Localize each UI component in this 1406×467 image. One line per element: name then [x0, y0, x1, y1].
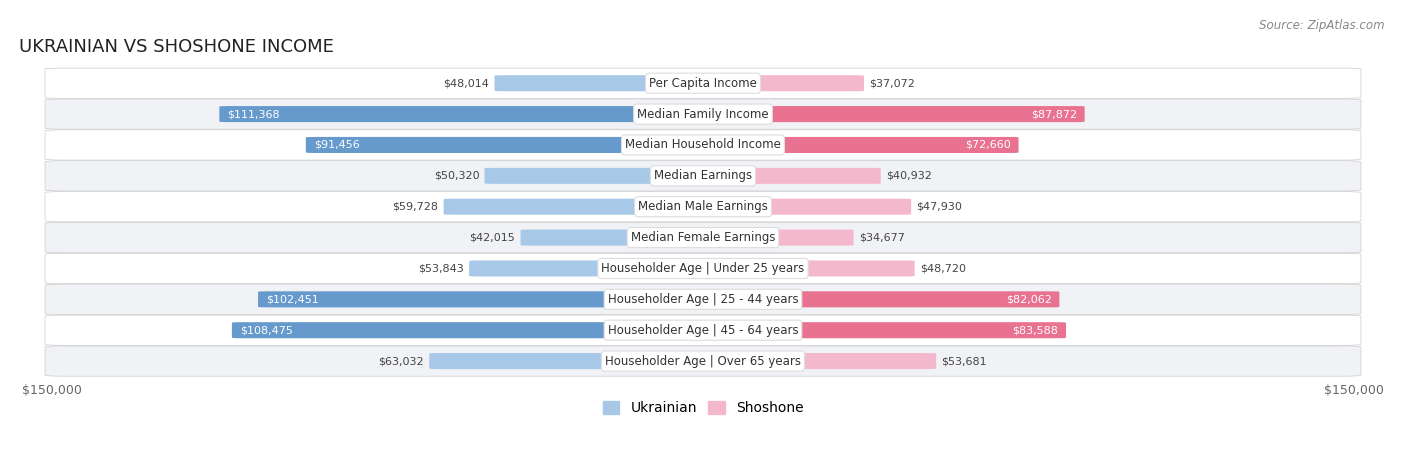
FancyBboxPatch shape — [45, 130, 1361, 160]
Text: $72,660: $72,660 — [965, 140, 1011, 150]
FancyBboxPatch shape — [703, 261, 914, 276]
FancyBboxPatch shape — [485, 168, 703, 184]
Text: Median Household Income: Median Household Income — [626, 139, 780, 151]
FancyBboxPatch shape — [232, 322, 703, 338]
FancyBboxPatch shape — [703, 230, 853, 246]
FancyBboxPatch shape — [703, 353, 936, 369]
FancyBboxPatch shape — [219, 106, 703, 122]
Text: $42,015: $42,015 — [470, 233, 516, 242]
Text: Median Male Earnings: Median Male Earnings — [638, 200, 768, 213]
Text: $53,843: $53,843 — [418, 263, 464, 274]
FancyBboxPatch shape — [703, 198, 911, 215]
FancyBboxPatch shape — [470, 261, 703, 276]
Text: $48,720: $48,720 — [920, 263, 966, 274]
FancyBboxPatch shape — [45, 191, 1361, 222]
FancyBboxPatch shape — [259, 291, 703, 307]
Text: $111,368: $111,368 — [228, 109, 280, 119]
Text: $82,062: $82,062 — [1005, 294, 1052, 304]
Text: Householder Age | 25 - 44 years: Householder Age | 25 - 44 years — [607, 293, 799, 306]
FancyBboxPatch shape — [703, 75, 865, 91]
FancyBboxPatch shape — [444, 198, 703, 215]
Text: Median Earnings: Median Earnings — [654, 170, 752, 182]
FancyBboxPatch shape — [45, 253, 1361, 283]
Text: $102,451: $102,451 — [266, 294, 319, 304]
Text: $53,681: $53,681 — [942, 356, 987, 366]
FancyBboxPatch shape — [45, 68, 1361, 99]
Text: Source: ZipAtlas.com: Source: ZipAtlas.com — [1260, 19, 1385, 32]
Text: Per Capita Income: Per Capita Income — [650, 77, 756, 90]
Text: $50,320: $50,320 — [433, 171, 479, 181]
Text: $91,456: $91,456 — [314, 140, 360, 150]
FancyBboxPatch shape — [45, 161, 1361, 191]
Text: $48,014: $48,014 — [443, 78, 489, 88]
Text: $34,677: $34,677 — [859, 233, 904, 242]
Text: $83,588: $83,588 — [1012, 325, 1059, 335]
Legend: Ukrainian, Shoshone: Ukrainian, Shoshone — [598, 396, 808, 421]
Text: $87,872: $87,872 — [1031, 109, 1077, 119]
FancyBboxPatch shape — [703, 322, 1066, 338]
FancyBboxPatch shape — [495, 75, 703, 91]
Text: Householder Age | Over 65 years: Householder Age | Over 65 years — [605, 354, 801, 368]
Text: $59,728: $59,728 — [392, 202, 439, 212]
Text: $40,932: $40,932 — [886, 171, 932, 181]
FancyBboxPatch shape — [703, 291, 1059, 307]
Text: Householder Age | 45 - 64 years: Householder Age | 45 - 64 years — [607, 324, 799, 337]
FancyBboxPatch shape — [703, 137, 1018, 153]
Text: Householder Age | Under 25 years: Householder Age | Under 25 years — [602, 262, 804, 275]
FancyBboxPatch shape — [45, 346, 1361, 376]
FancyBboxPatch shape — [45, 99, 1361, 129]
FancyBboxPatch shape — [429, 353, 703, 369]
FancyBboxPatch shape — [520, 230, 703, 246]
Text: Median Female Earnings: Median Female Earnings — [631, 231, 775, 244]
FancyBboxPatch shape — [45, 222, 1361, 253]
FancyBboxPatch shape — [307, 137, 703, 153]
FancyBboxPatch shape — [45, 284, 1361, 314]
Text: $37,072: $37,072 — [869, 78, 915, 88]
Text: $108,475: $108,475 — [239, 325, 292, 335]
FancyBboxPatch shape — [703, 168, 880, 184]
Text: Median Family Income: Median Family Income — [637, 107, 769, 120]
FancyBboxPatch shape — [45, 315, 1361, 345]
FancyBboxPatch shape — [703, 106, 1084, 122]
Text: UKRAINIAN VS SHOSHONE INCOME: UKRAINIAN VS SHOSHONE INCOME — [20, 38, 333, 57]
Text: $63,032: $63,032 — [378, 356, 425, 366]
Text: $47,930: $47,930 — [917, 202, 962, 212]
